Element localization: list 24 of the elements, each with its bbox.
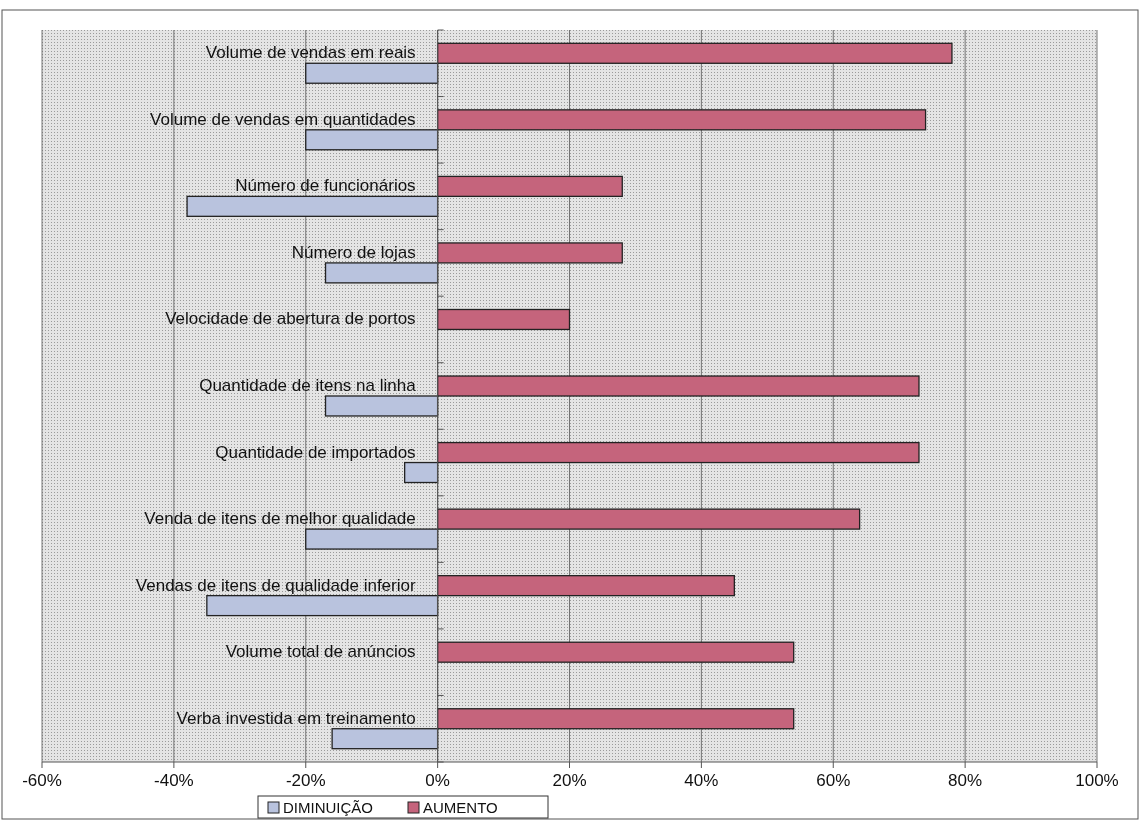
y-tick-label: Vendas de itens de qualidade inferior: [135, 575, 416, 595]
y-tick-label: Volume total de anúncios: [225, 642, 416, 662]
bar: [436, 308, 571, 331]
x-tick-label: 0%: [425, 771, 450, 790]
y-tick-label: Número de funcionários: [235, 176, 416, 196]
x-tick-label: 20%: [552, 771, 587, 790]
y-tick-label: Quantidade de itens na linha: [199, 376, 417, 395]
y-tick-label: Volume de vendas em quantidades: [150, 109, 416, 129]
x-tick-label: -60%: [22, 771, 62, 790]
y-tick-label: Velocidade de abertura de portos: [165, 309, 416, 329]
y-tick-label: Verba investida em treinamento: [176, 708, 416, 728]
y-tick-label: Volume de vendas em reais: [205, 43, 416, 63]
x-tick-label: 100%: [1075, 771, 1119, 790]
legend-label: DIMINUIÇÃO: [283, 799, 373, 816]
bar: [436, 641, 795, 663]
x-tick-label: 80%: [948, 771, 983, 790]
legend-label: AUMENTO: [423, 799, 498, 816]
x-tick-label: -20%: [285, 771, 326, 790]
x-tick-label: 60%: [816, 771, 851, 790]
x-tick-label: -40%: [154, 771, 194, 790]
y-tick-label: Número de lojas: [291, 242, 416, 262]
y-tick-label: Quantidade de importados: [215, 442, 416, 462]
x-tick-label: 40%: [684, 771, 719, 790]
y-tick-label: Venda de itens de melhor qualidade: [144, 509, 416, 529]
